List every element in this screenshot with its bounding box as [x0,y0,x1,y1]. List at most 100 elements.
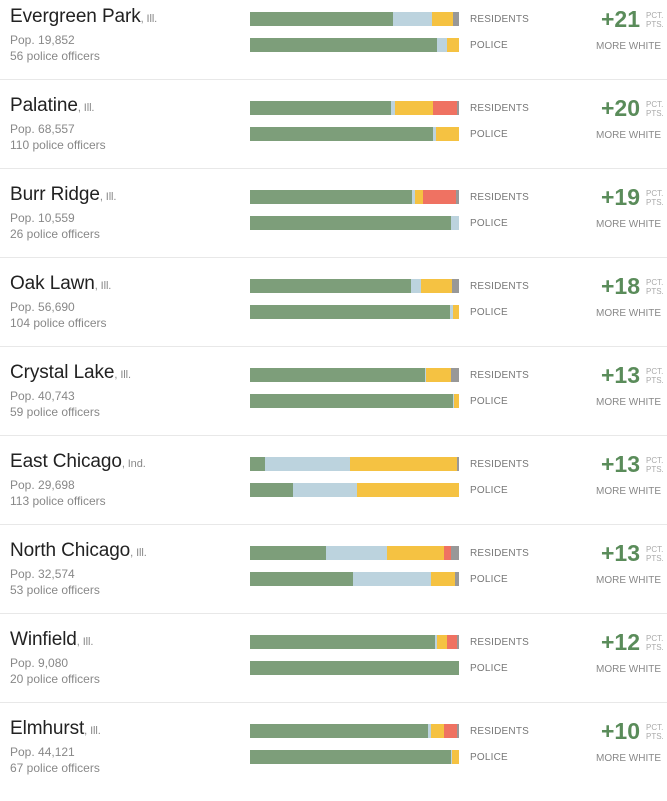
more-white-label: MORE WHITE [596,41,661,52]
city-name-text: Winfield [10,629,77,650]
police-label: POLICE [470,40,508,51]
city-name-text: Burr Ridge [10,184,100,205]
unit-label: PCT. PTS. [646,723,666,741]
police-segment-hispanic [432,127,436,141]
white-difference-value: +21 [600,6,640,32]
more-white-label: MORE WHITE [596,486,661,497]
residents-segment-black [425,368,451,382]
police-segment-hispanic [450,750,452,764]
residents-segment-hispanic [424,368,426,382]
unit-line-1: PCT. [646,723,664,732]
police-bar [250,216,459,230]
row-divider [0,257,667,258]
residents-segment-other [450,368,459,382]
population: Pop. 68,557 [10,122,75,136]
residents-segment-white [250,279,411,293]
residents-bar [250,546,459,560]
unit-line-1: PCT. [646,367,664,376]
unit-line-2: PTS. [646,732,664,741]
officer-count: 20 police officers [10,672,100,686]
unit-label: PCT. PTS. [646,634,666,652]
police-segment-white [250,750,451,764]
residents-label: RESIDENTS [470,726,530,737]
police-bar [250,38,459,52]
residents-segment-hispanic [326,546,387,560]
residents-segment-other [456,635,459,649]
police-bar [250,394,459,408]
population: Pop. 9,080 [10,656,69,670]
residents-segment-asian [444,724,457,738]
city-name: Winfield, Ill. [10,629,93,651]
residents-segment-white [250,368,425,382]
residents-segment-white [250,101,392,115]
city-name: North Chicago, Ill. [10,540,147,562]
row-divider [0,702,667,703]
residents-segment-white [250,190,412,204]
residents-segment-black [431,12,453,26]
unit-line-1: PCT. [646,634,664,643]
unit-line-2: PTS. [646,20,664,29]
population: Pop. 32,574 [10,567,75,581]
unit-label: PCT. PTS. [646,189,666,207]
white-difference-value: +10 [600,718,640,744]
unit-line-2: PTS. [646,376,664,385]
state-abbrev: , Ill. [130,547,147,559]
police-segment-hispanic [450,216,459,230]
officer-count: 53 police officers [10,583,100,597]
unit-line-1: PCT. [646,545,664,554]
white-difference-value: +13 [600,451,640,477]
police-segment-hispanic [449,305,453,319]
row-divider [0,168,667,169]
unit-line-1: PCT. [646,100,664,109]
police-label: POLICE [470,129,508,140]
more-white-label: MORE WHITE [596,308,661,319]
residents-bar [250,724,459,738]
row-divider [0,613,667,614]
population: Pop. 44,121 [10,745,75,759]
police-label: POLICE [470,752,508,763]
city-name-text: Evergreen Park [10,6,141,27]
city-name: Palatine, Ill. [10,95,94,117]
population: Pop. 56,690 [10,300,75,314]
police-segment-black [452,305,459,319]
population: Pop. 29,698 [10,478,75,492]
city-name: Burr Ridge, Ill. [10,184,116,206]
residents-bar [250,101,459,115]
officer-count: 26 police officers [10,227,100,241]
more-white-label: MORE WHITE [596,575,661,586]
police-label: POLICE [470,663,508,674]
residents-segment-hispanic [410,279,422,293]
residents-label: RESIDENTS [470,459,530,470]
unit-line-1: PCT. [646,456,664,465]
residents-label: RESIDENTS [470,370,530,381]
state-abbrev: , Ill. [76,636,94,648]
police-segment-hispanic [353,572,431,586]
white-difference-value: +13 [600,540,640,566]
unit-line-1: PCT. [646,189,664,198]
residents-segment-white [250,457,265,471]
residents-segment-black [415,190,424,204]
city-name-text: East Chicago [10,451,122,472]
police-segment-other [454,572,459,586]
city-name-text: Crystal Lake [10,362,115,383]
city-name: Oak Lawn, Ill. [10,273,111,295]
residents-label: RESIDENTS [470,548,530,559]
police-label: POLICE [470,574,508,585]
residents-bar [250,190,459,204]
police-segment-white [250,127,433,141]
police-segment-hispanic [437,38,448,52]
city-name: East Chicago, Ind. [10,451,146,473]
residents-segment-hispanic [391,101,396,115]
residents-segment-other [456,724,459,738]
more-white-label: MORE WHITE [596,664,661,675]
police-segment-black [436,127,459,141]
city-row: Elmhurst, Ill. Pop. 44,121 67 police offic… [0,712,667,801]
unit-label: PCT. PTS. [646,367,666,385]
police-segment-black [447,38,459,52]
residents-segment-asian [423,190,456,204]
residents-label: RESIDENTS [470,14,530,25]
city-row: East Chicago, Ind. Pop. 29,698 113 police … [0,445,667,534]
row-divider [0,346,667,347]
residents-segment-white [250,635,435,649]
state-abbrev: , Ill. [140,13,158,25]
